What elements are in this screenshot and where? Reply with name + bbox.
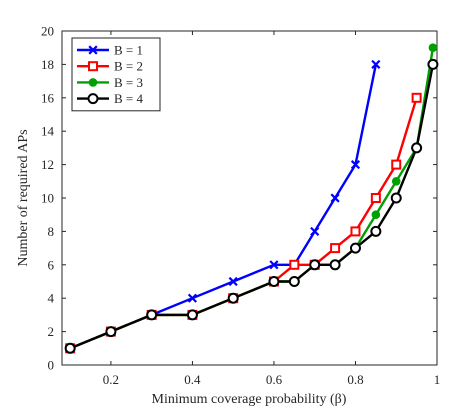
legend-swatch-marker — [88, 61, 98, 72]
series-layer — [64, 43, 439, 354]
legend-label: B = 3 — [114, 75, 143, 90]
series-b1-point — [310, 226, 320, 236]
y-tick-label: 10 — [41, 191, 54, 206]
x-tick-label: 0.8 — [347, 372, 363, 387]
y-tick-label: 8 — [48, 224, 55, 239]
y-axis-ticks: 0 2 4 6 8 10 12 14 16 18 20 — [41, 24, 437, 373]
series-b2-point — [370, 193, 381, 203]
series-b1-point — [228, 276, 238, 287]
legend-label: B = 1 — [114, 43, 143, 58]
series-b4-point — [390, 192, 402, 204]
legend-item-b3: B = 3 — [77, 75, 143, 90]
x-tick-label: 0.2 — [103, 372, 119, 387]
series-b4-point — [186, 309, 198, 321]
legend-item-b1: B = 1 — [77, 43, 143, 58]
series-b3-point — [428, 43, 438, 53]
y-tick-label: 4 — [48, 291, 55, 306]
series-b2-point — [350, 226, 361, 237]
series-b4-point — [146, 309, 158, 321]
y-tick-label: 12 — [41, 157, 54, 172]
series-b4-point — [349, 242, 361, 254]
series-b2-point — [411, 92, 422, 103]
y-tick-label: 16 — [41, 90, 55, 105]
series-b3-point — [391, 177, 401, 186]
legend-swatch-marker — [88, 78, 98, 87]
y-tick-label: 2 — [48, 324, 55, 339]
series-b1-point — [350, 160, 361, 170]
series-b4 — [64, 58, 439, 354]
series-b1-point — [330, 193, 340, 203]
legend-item-b4: B = 4 — [77, 91, 144, 106]
legend-label: B = 4 — [114, 91, 144, 106]
x-axis-title: Minimum coverage probability (β) — [152, 392, 347, 407]
x-tick-label: 0.6 — [266, 372, 283, 387]
series-b4-point — [288, 276, 300, 287]
series-b1-point — [371, 59, 381, 69]
x-tick-label: 1 — [434, 372, 441, 387]
series-b2-point — [330, 243, 341, 254]
series-b4-point — [329, 259, 341, 271]
series-b1-point — [269, 260, 279, 270]
legend: B = 1B = 2B = 3B = 4 — [71, 37, 161, 112]
legend-item-b2: B = 2 — [77, 59, 143, 74]
legend-swatch-marker — [87, 93, 99, 105]
y-tick-label: 0 — [48, 358, 55, 373]
y-tick-label: 14 — [41, 124, 55, 139]
series-b4-point — [411, 142, 423, 154]
legend-swatch-marker — [88, 45, 98, 55]
series-b4-point — [64, 342, 76, 354]
y-tick-label: 20 — [41, 24, 54, 39]
series-b4-point — [309, 259, 321, 271]
series-b4-line — [69, 64, 435, 350]
series-b2-point — [289, 259, 300, 270]
series-b4-point — [370, 225, 382, 237]
y-tick-label: 6 — [48, 257, 55, 272]
series-b1-point — [187, 293, 198, 303]
series-b2-point — [391, 159, 402, 170]
series-b4-point — [105, 326, 117, 338]
y-tick-label: 18 — [41, 57, 54, 72]
legend-label: B = 2 — [114, 59, 143, 74]
series-b3-point — [371, 210, 381, 219]
x-tick-label: 0.4 — [184, 372, 201, 387]
series-b4-point — [268, 276, 280, 287]
y-axis-title: Number of required APs — [16, 129, 31, 266]
series-b4-point — [427, 58, 439, 70]
x-axis-ticks: 0.2 0.4 0.6 0.8 1 — [103, 31, 440, 387]
series-b4-point — [227, 292, 239, 304]
